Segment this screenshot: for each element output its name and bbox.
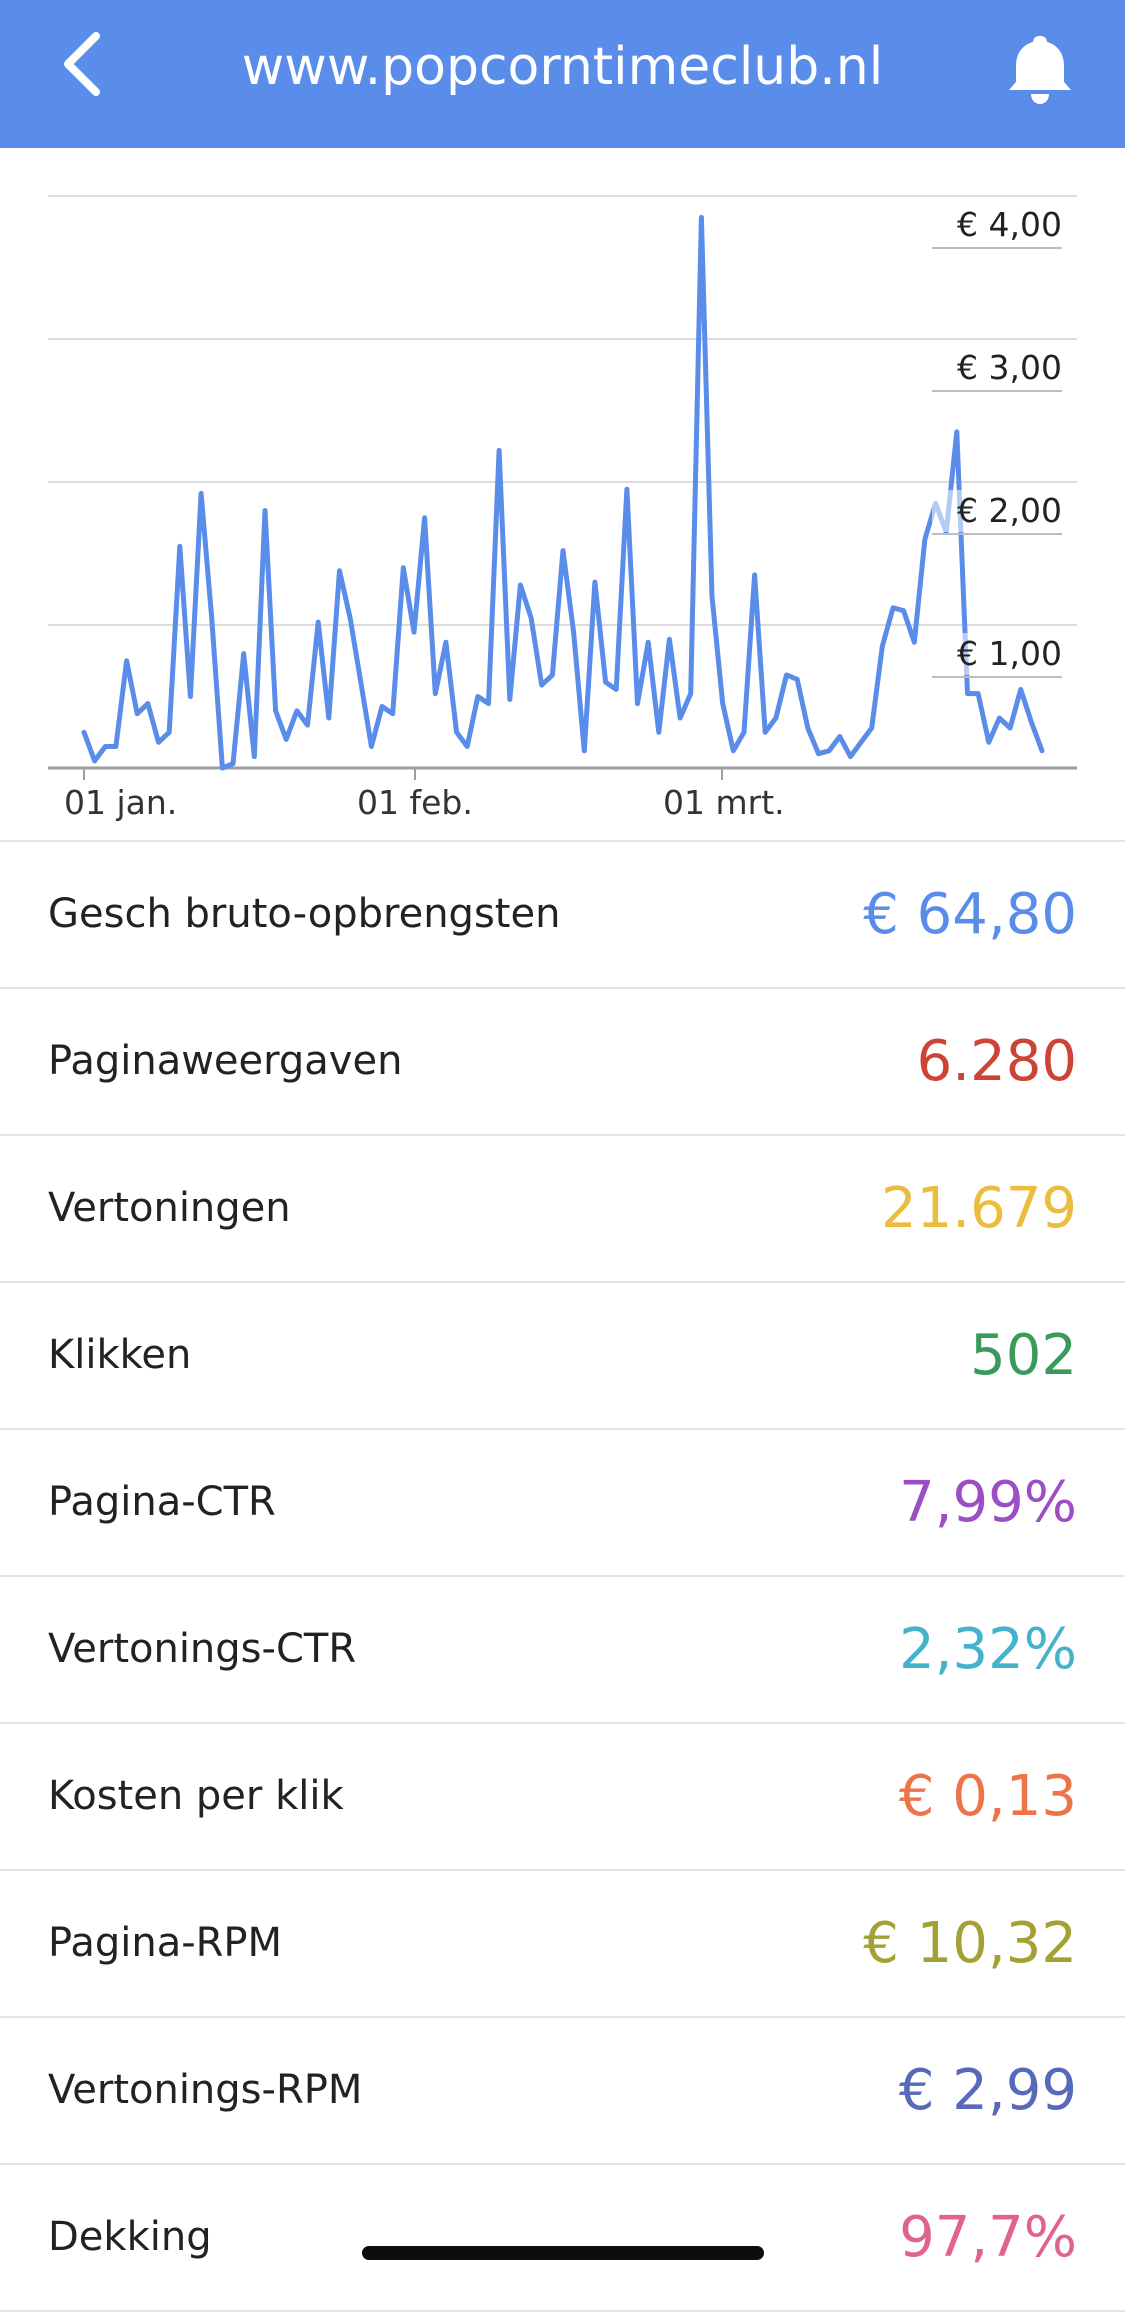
x-tick-label: 01 jan. xyxy=(64,783,178,822)
y-tick-underline xyxy=(932,676,1062,678)
y-tick-underline xyxy=(932,390,1062,392)
metrics-list: Gesch bruto-opbrengsten € 64,80 Paginaweer… xyxy=(0,840,1125,2312)
metric-value: € 2,99 xyxy=(898,2058,1077,2123)
metric-label: Vertonings-CTR xyxy=(48,1626,357,1672)
metric-label: Pagina-CTR xyxy=(48,1479,276,1525)
y-tick-underline xyxy=(932,247,1062,249)
metric-row[interactable]: Dekking 97,7% xyxy=(0,2165,1125,2312)
x-tick-label: 01 feb. xyxy=(357,783,473,822)
metric-label: Vertonings-RPM xyxy=(48,2067,363,2113)
metric-value: € 64,80 xyxy=(863,882,1077,947)
metric-value: 97,7% xyxy=(899,2205,1077,2270)
metric-label: Kosten per klik xyxy=(48,1773,344,1819)
bell-icon[interactable] xyxy=(1000,30,1080,110)
metric-row[interactable]: Gesch bruto-opbrengsten € 64,80 xyxy=(0,842,1125,989)
metric-label: Gesch bruto-opbrengsten xyxy=(48,891,561,937)
chart-canvas xyxy=(48,195,1077,780)
chart-series-line xyxy=(81,214,1045,771)
metric-label: Paginaweergaven xyxy=(48,1038,403,1084)
top-app-bar: www.popcorntimeclub.nl xyxy=(0,0,1125,148)
metric-row[interactable]: Pagina-CTR 7,99% xyxy=(0,1430,1125,1577)
earnings-chart: € 1,00 € 2,00 € 3,00 € 4,00 01 jan. 01 feb. 0… xyxy=(0,148,1125,840)
metric-row[interactable]: Vertonings-CTR 2,32% xyxy=(0,1577,1125,1724)
x-tick-label: 01 mrt. xyxy=(663,783,785,822)
metric-label: Klikken xyxy=(48,1332,192,1378)
metric-row[interactable]: Kosten per klik € 0,13 xyxy=(0,1724,1125,1871)
metric-row[interactable]: Vertoningen 21.679 xyxy=(0,1136,1125,1283)
y-tick-label: € 2,00 xyxy=(932,490,1062,532)
y-tick-label: € 1,00 xyxy=(932,633,1062,675)
metric-value: 2,32% xyxy=(899,1617,1077,1682)
home-indicator xyxy=(362,2246,764,2260)
metric-label: Vertoningen xyxy=(48,1185,291,1231)
metric-row[interactable]: Pagina-RPM € 10,32 xyxy=(0,1871,1125,2018)
y-tick-underline xyxy=(932,533,1062,535)
metric-label: Dekking xyxy=(48,2214,212,2260)
chevron-left-icon[interactable] xyxy=(52,28,122,98)
metric-label: Pagina-RPM xyxy=(48,1920,283,1966)
metric-row[interactable]: Paginaweergaven 6.280 xyxy=(0,989,1125,1136)
y-tick-label: € 3,00 xyxy=(932,347,1062,389)
metric-row[interactable]: Vertonings-RPM € 2,99 xyxy=(0,2018,1125,2165)
page-title: www.popcorntimeclub.nl xyxy=(241,37,884,97)
y-tick-label: € 4,00 xyxy=(932,204,1062,246)
metric-value: 6.280 xyxy=(916,1029,1077,1094)
metric-value: 21.679 xyxy=(881,1176,1077,1241)
metric-value: € 10,32 xyxy=(863,1911,1077,1976)
metric-value: 502 xyxy=(970,1323,1077,1388)
metric-row[interactable]: Klikken 502 xyxy=(0,1283,1125,1430)
metric-value: € 0,13 xyxy=(898,1764,1077,1829)
metric-value: 7,99% xyxy=(899,1470,1077,1535)
